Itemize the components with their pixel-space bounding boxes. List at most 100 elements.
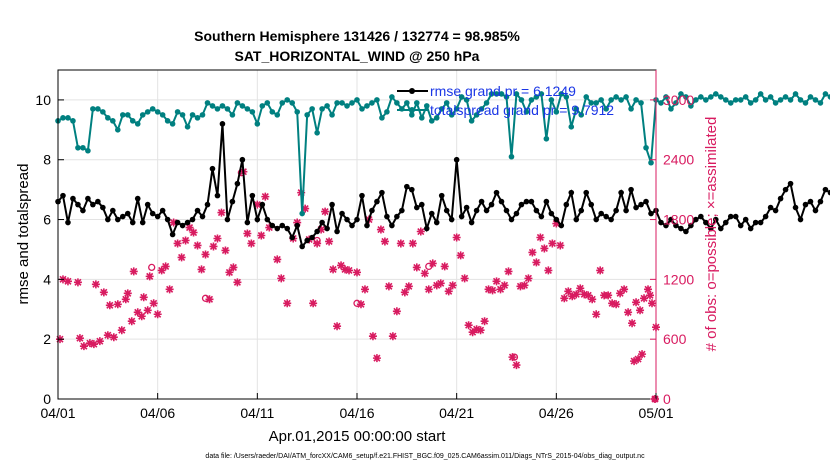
spread-point bbox=[394, 100, 400, 106]
chart-subtitle: SAT_HORIZONTAL_WIND @ 250 hPa bbox=[235, 48, 480, 64]
obs-assimilated-point bbox=[424, 285, 433, 294]
x-axis-label: Apr.01,2015 00:00:00 start bbox=[269, 428, 447, 445]
spread-point bbox=[80, 144, 86, 151]
spread-point bbox=[578, 112, 585, 118]
obs-assimilated-point bbox=[584, 291, 593, 300]
spread-point bbox=[453, 106, 460, 112]
rmse-point bbox=[404, 183, 410, 190]
spread-point bbox=[807, 94, 814, 100]
spread-point bbox=[344, 103, 350, 109]
obs-assimilated-point bbox=[456, 251, 465, 260]
spread-point bbox=[274, 112, 281, 118]
obs-assimilated-point bbox=[325, 237, 334, 246]
spread-point bbox=[139, 112, 146, 118]
obs-assimilated-point bbox=[99, 288, 108, 297]
spread-point bbox=[762, 97, 769, 103]
rmse-point bbox=[618, 189, 624, 196]
rmse-point bbox=[523, 198, 530, 205]
spread-point bbox=[483, 100, 490, 106]
spread-point bbox=[508, 153, 515, 160]
obs-assimilated-point bbox=[648, 299, 657, 308]
rmse-point bbox=[124, 210, 131, 217]
rmse-point bbox=[513, 210, 520, 217]
obs-assimilated-point bbox=[117, 326, 126, 335]
obs-assimilated-point bbox=[277, 274, 286, 283]
chart-title: Southern Hemisphere 131426 / 132774 = 98… bbox=[194, 28, 520, 44]
spread-point bbox=[234, 100, 241, 106]
spread-point bbox=[428, 118, 435, 124]
obs-assimilated-point bbox=[113, 300, 122, 309]
spread-point bbox=[194, 115, 201, 121]
obs-assimilated-point bbox=[89, 340, 98, 349]
obs-assimilated-point bbox=[400, 288, 409, 297]
x-tick-label: 04/21 bbox=[439, 405, 474, 421]
obs-assimilated-point bbox=[209, 242, 218, 251]
spread-point bbox=[110, 118, 116, 124]
spread-point bbox=[638, 100, 644, 106]
spread-point bbox=[294, 109, 301, 115]
spread-point bbox=[463, 97, 470, 103]
rmse-point bbox=[737, 222, 744, 229]
rmse-point bbox=[110, 207, 116, 214]
rmse-point bbox=[787, 180, 794, 187]
spread-point bbox=[827, 94, 830, 100]
obs-possible-point bbox=[425, 262, 433, 271]
spread-point bbox=[284, 97, 291, 103]
rmse-point bbox=[498, 198, 505, 205]
rmse-point bbox=[777, 195, 784, 202]
spread-point bbox=[478, 106, 485, 112]
obs-assimilated-point bbox=[532, 258, 541, 267]
obs-assimilated-point bbox=[552, 219, 561, 228]
rmse-point bbox=[717, 225, 724, 232]
spread-point bbox=[324, 103, 330, 109]
spread-point bbox=[164, 118, 171, 124]
rmse-point bbox=[279, 222, 286, 229]
spread-point bbox=[613, 94, 619, 100]
spread-point bbox=[149, 106, 156, 112]
spread-point bbox=[737, 97, 744, 103]
x-tick-label: 05/01 bbox=[638, 405, 673, 421]
legend-spread-marker bbox=[409, 107, 415, 113]
obs-assimilated-point bbox=[428, 259, 437, 268]
spread-point bbox=[708, 94, 714, 100]
obs-assimilated-point bbox=[153, 310, 162, 319]
spread-point bbox=[374, 97, 380, 103]
rmse-point bbox=[693, 216, 699, 223]
y-right-tick-label: 2400 bbox=[663, 152, 694, 168]
rmse-point bbox=[319, 219, 325, 226]
obs-assimilated-point bbox=[572, 290, 581, 299]
obs-assimilated-point bbox=[133, 308, 142, 317]
spread-point bbox=[573, 106, 580, 112]
obs-assimilated-point bbox=[225, 268, 234, 277]
rmse-point bbox=[244, 219, 251, 226]
spread-point bbox=[673, 100, 679, 106]
obs-possible-point bbox=[353, 299, 361, 307]
obs-assimilated-point bbox=[121, 295, 130, 304]
obs-assimilated-point bbox=[321, 207, 330, 216]
spread-point bbox=[438, 106, 445, 112]
rmse-point bbox=[518, 201, 525, 208]
obs-assimilated-point bbox=[265, 223, 274, 232]
spread-point bbox=[782, 94, 789, 100]
rmse-point bbox=[772, 207, 779, 214]
obs-assimilated-point bbox=[360, 285, 369, 294]
obs-assimilated-point bbox=[646, 291, 655, 300]
rmse-point bbox=[169, 231, 176, 238]
spread-point bbox=[812, 97, 819, 103]
rmse-point bbox=[414, 204, 420, 211]
spread-point bbox=[603, 106, 609, 112]
rmse-point bbox=[623, 207, 629, 214]
spread-point bbox=[448, 112, 455, 118]
rmse-point bbox=[558, 222, 565, 229]
obs-assimilated-point bbox=[524, 274, 533, 283]
obs-assimilated-point bbox=[404, 282, 413, 291]
spread-point bbox=[70, 118, 76, 124]
obs-assimilated-point bbox=[560, 294, 569, 303]
spread-point bbox=[184, 124, 191, 130]
obs-assimilated-point bbox=[376, 225, 385, 234]
obs-assimilated-point bbox=[628, 319, 637, 328]
rmse-point bbox=[593, 216, 599, 223]
spread-point bbox=[299, 210, 305, 217]
obs-assimilated-point bbox=[165, 285, 174, 294]
obs-assimilated-point bbox=[508, 353, 517, 362]
